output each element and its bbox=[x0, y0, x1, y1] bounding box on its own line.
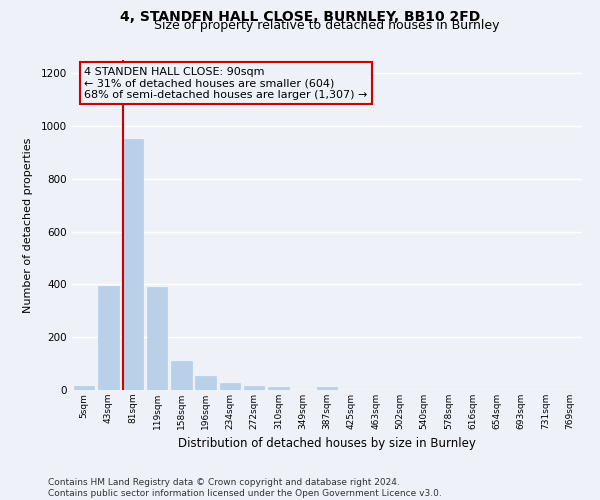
Bar bbox=[122, 139, 143, 390]
Bar bbox=[74, 386, 94, 390]
Bar bbox=[317, 386, 337, 390]
Bar bbox=[146, 287, 167, 390]
Bar bbox=[220, 383, 240, 390]
Title: Size of property relative to detached houses in Burnley: Size of property relative to detached ho… bbox=[154, 20, 500, 32]
Y-axis label: Number of detached properties: Number of detached properties bbox=[23, 138, 32, 312]
Bar bbox=[171, 361, 191, 390]
Bar bbox=[98, 286, 119, 390]
Bar bbox=[268, 386, 289, 390]
Bar bbox=[244, 386, 265, 390]
Bar bbox=[195, 376, 216, 390]
Text: Contains HM Land Registry data © Crown copyright and database right 2024.
Contai: Contains HM Land Registry data © Crown c… bbox=[48, 478, 442, 498]
Text: 4 STANDEN HALL CLOSE: 90sqm
← 31% of detached houses are smaller (604)
68% of se: 4 STANDEN HALL CLOSE: 90sqm ← 31% of det… bbox=[84, 66, 368, 100]
X-axis label: Distribution of detached houses by size in Burnley: Distribution of detached houses by size … bbox=[178, 438, 476, 450]
Text: 4, STANDEN HALL CLOSE, BURNLEY, BB10 2FD: 4, STANDEN HALL CLOSE, BURNLEY, BB10 2FD bbox=[120, 10, 480, 24]
